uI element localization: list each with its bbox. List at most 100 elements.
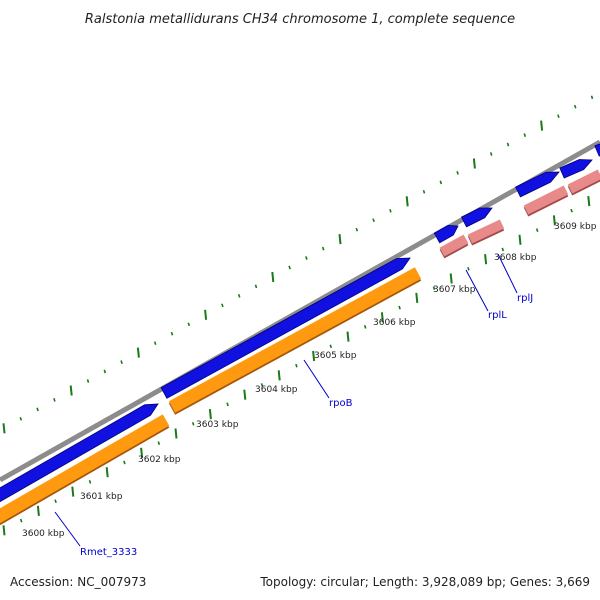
inner-tick [174,428,178,439]
outer-tick [489,152,493,156]
outer-tick [472,158,476,169]
inner-tick [346,331,350,342]
inner-tick [501,247,505,252]
cds-c [594,143,600,157]
inner-tick [587,196,591,207]
inner-tick [570,208,573,213]
gene-leader-line [54,511,81,547]
outer-tick [187,322,191,327]
inner-tick [105,467,109,478]
accession-text: Accession: NC_007973 [10,575,146,589]
outer-tick [557,114,560,119]
inner-tick [260,383,264,387]
inner-tick [449,273,453,284]
inner-tick [19,518,23,523]
inner-tick [380,312,384,323]
outer-tick [86,379,90,383]
inner-tick [312,350,316,362]
inner-tick [535,228,539,232]
inner-tick [123,460,126,465]
outer-tick [204,309,208,320]
outer-tick [271,271,275,283]
gene-label: rplJ [517,293,533,304]
gene-rplj [467,219,505,244]
outer-tick [288,265,291,270]
cds-rpob [160,257,411,399]
outer-tick [36,407,39,412]
outer-tick [573,104,577,109]
outer-tick [237,294,241,298]
scale-label: 3605 kbp [314,351,357,361]
outer-tick [355,227,359,232]
scale-label: 3602 kbp [138,455,181,465]
inner-tick [157,441,161,445]
inner-tick [295,363,298,368]
inner-tick [329,344,333,349]
outer-tick [372,218,375,223]
scale-labels: 3600 kbp 3601 kbp 3602 kbp 3603 kbp 3604 kbp… [22,222,597,539]
outer-tick [103,369,107,374]
gene-d [523,185,569,215]
outer-tick-ring [2,95,594,434]
inner-tick [88,480,92,484]
inner-tick [140,447,144,458]
outer-tick [2,423,6,434]
inner-tick-ring [2,196,591,536]
gene-rpob [168,267,422,413]
inner-tick [71,486,75,497]
summary-text: Topology: circular; Length: 3,928,089 bp… [259,575,590,589]
scale-label: 3603 kbp [196,420,239,430]
outer-tick [405,196,409,207]
inner-tick [518,234,522,245]
gene-leader-line [497,253,518,294]
inner-tick [226,402,229,407]
scale-label: 3608 kbp [494,253,537,263]
inner-tick [243,389,247,400]
outer-tick [422,189,426,194]
gene-leader-line [465,269,489,312]
scale-label: 3607 kbp [433,285,476,295]
scale-label: 3606 kbp [373,318,416,328]
outer-tick [523,133,527,137]
inner-tick [432,286,436,291]
outer-tick [170,331,174,336]
cds-a [515,171,560,198]
outer-tick [338,234,342,245]
gene-labels: Rmet_3333 rpoB rplL rplJ [54,253,533,558]
outer-tick [439,180,443,185]
inner-tick [36,505,40,516]
outer-tick [136,347,140,358]
outer-tick [590,95,594,100]
inner-tick [54,499,57,504]
outer-tick [153,341,157,346]
scale-label: 3604 kbp [255,385,298,395]
outer-tick [506,142,510,147]
gene-label: rpoB [329,398,353,409]
scale-label: 3601 kbp [80,492,123,502]
outer-tick [305,256,308,260]
cds-rpll [433,224,459,244]
outer-tick [321,246,325,251]
cds-rmet-3333 [0,403,159,503]
gene-leader-line [303,359,330,399]
inner-tick [191,421,195,426]
gene-rmet-3333 [0,414,170,524]
gene-label: Rmet_3333 [80,547,137,558]
inner-tick [484,254,488,265]
outer-tick [456,171,459,175]
outer-tick [389,208,392,213]
cds-rplj [460,207,493,228]
inner-tick [467,266,470,271]
outer-tick [53,398,56,402]
feature-track [0,143,600,526]
outer-tick [221,303,224,308]
gene-e [567,169,600,194]
outer-tick [19,416,23,421]
scale-label: 3600 kbp [22,529,65,539]
inner-tick [277,370,281,381]
outer-tick [120,360,123,364]
gene-rpll [439,234,469,257]
inner-tick [208,409,212,420]
cds-b [559,159,593,179]
